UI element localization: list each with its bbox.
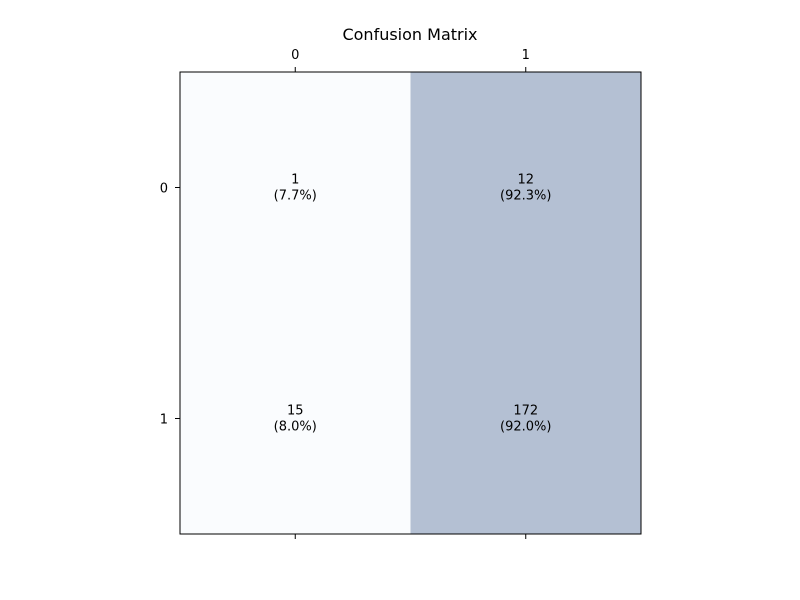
matrix-cells bbox=[180, 72, 641, 534]
chart-title: Confusion Matrix bbox=[342, 25, 477, 44]
cell-count-label-0-1: 12 bbox=[517, 173, 534, 188]
cell-percent-label-0-1: (92.3%) bbox=[500, 189, 551, 204]
y-tick-label-1: 1 bbox=[160, 413, 168, 428]
cell-percent-label-1-0: (8.0%) bbox=[274, 420, 317, 435]
matrix-cell-0-0 bbox=[180, 72, 411, 303]
cell-percent-label-1-1: (92.0%) bbox=[500, 420, 551, 435]
plot-frame bbox=[179, 71, 642, 535]
matrix-cell-0-1 bbox=[410, 72, 641, 303]
cell-count-label-1-0: 15 bbox=[287, 404, 304, 419]
y-tick-label-0: 0 bbox=[160, 182, 168, 197]
matrix-cell-labels: 1(7.7%) 12(92.3%) 15(8.0%) 172(92.0%) bbox=[274, 173, 552, 435]
cell-percent-label-0-0: (7.7%) bbox=[274, 189, 317, 204]
x-tick-label-0: 0 bbox=[291, 48, 299, 63]
matrix-cell-1-1 bbox=[410, 303, 641, 534]
matrix-axes: 0 1 0 1 bbox=[160, 48, 530, 539]
matrix-cell-1-0 bbox=[180, 303, 411, 534]
cell-count-label-0-0: 1 bbox=[291, 173, 299, 188]
x-tick-label-1: 1 bbox=[522, 48, 530, 63]
cell-count-label-1-1: 172 bbox=[513, 404, 538, 419]
